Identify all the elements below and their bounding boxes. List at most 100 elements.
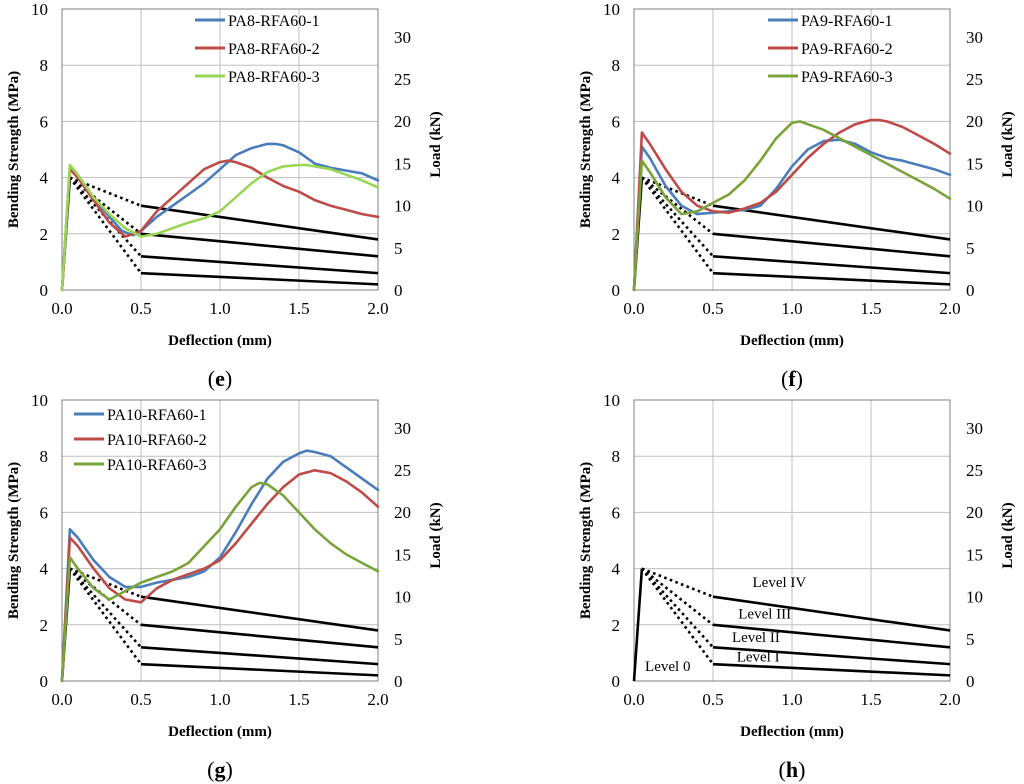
y2-tick-label: 15 bbox=[394, 154, 411, 173]
y-tick-label: 6 bbox=[40, 112, 49, 131]
y-tick-label: 2 bbox=[612, 225, 621, 244]
reference-level-line bbox=[712, 595, 951, 632]
y2-tick-label: 0 bbox=[394, 672, 403, 691]
reference-level-line bbox=[140, 271, 379, 286]
y-axis-label: Bending Strength (MPa) bbox=[578, 462, 594, 619]
y-tick-label: 2 bbox=[612, 616, 621, 635]
level-label: Level II bbox=[732, 630, 780, 646]
x-tick-label: 0.5 bbox=[702, 690, 723, 709]
series-line-PA10-RFA60-3 bbox=[60, 481, 380, 683]
y2-tick-label: 30 bbox=[394, 28, 411, 47]
reference-dotted-line bbox=[640, 567, 714, 649]
reference-dotted-line bbox=[68, 176, 143, 274]
y-axis-label: Bending Strength (MPa) bbox=[578, 71, 594, 228]
x-tick-label: 1.5 bbox=[860, 690, 881, 709]
y2-tick-label: 5 bbox=[394, 630, 403, 649]
x-tick-label: 2.0 bbox=[939, 690, 960, 709]
y-tick-label: 10 bbox=[31, 391, 48, 410]
y2-tick-label: 15 bbox=[966, 154, 983, 173]
y2-tick-label: 20 bbox=[966, 503, 983, 522]
y2-tick-label: 30 bbox=[394, 419, 411, 438]
legend-label: PA10-RFA60-1 bbox=[107, 407, 207, 424]
reference-level-line bbox=[140, 232, 379, 258]
series-line-PA8-RFA60-2 bbox=[60, 159, 380, 292]
reference-dotted-line bbox=[641, 176, 714, 207]
reference-level-line bbox=[140, 645, 379, 666]
y-axis-label: Bending Strength (MPa) bbox=[6, 462, 22, 619]
y-tick-label: 10 bbox=[603, 391, 620, 410]
reference-dotted-line bbox=[68, 567, 143, 665]
reference-level-line bbox=[140, 662, 379, 677]
panel-tag: (h) bbox=[779, 757, 806, 782]
reference-level-line bbox=[712, 204, 951, 241]
y2-tick-label: 10 bbox=[966, 197, 983, 216]
y-tick-label: 8 bbox=[612, 447, 621, 466]
x-tick-label: 1.5 bbox=[860, 299, 881, 318]
x-tick-label: 1.0 bbox=[209, 299, 230, 318]
y-axis-label: Bending Strength (MPa) bbox=[6, 71, 22, 228]
legend-label: PA9-RFA60-1 bbox=[801, 13, 893, 30]
y2-tick-label: 5 bbox=[966, 630, 975, 649]
y2-tick-label: 10 bbox=[394, 588, 411, 607]
legend-label: PA9-RFA60-2 bbox=[801, 41, 893, 58]
series-line-PA9-RFA60-1 bbox=[632, 138, 952, 292]
level-label: Level IV bbox=[753, 575, 807, 591]
y2-tick-label: 20 bbox=[966, 112, 983, 131]
legend-label: PA8-RFA60-3 bbox=[228, 69, 320, 86]
y-tick-label: 6 bbox=[40, 503, 49, 522]
level-label: Level 0 bbox=[645, 659, 690, 675]
x-tick-label: 1.5 bbox=[288, 299, 309, 318]
reference-level-line bbox=[712, 645, 951, 666]
y-tick-label: 4 bbox=[612, 169, 621, 188]
y2-tick-label: 20 bbox=[394, 112, 411, 131]
x-tick-label: 2.0 bbox=[939, 299, 960, 318]
x-tick-label: 1.0 bbox=[781, 299, 802, 318]
reference-level-line bbox=[140, 623, 379, 649]
legend-label: PA8-RFA60-2 bbox=[228, 41, 320, 58]
y2-axis-label: Load (kN) bbox=[428, 502, 444, 568]
x-tick-label: 2.0 bbox=[367, 690, 388, 709]
y2-tick-label: 15 bbox=[394, 545, 411, 564]
x-tick-label: 2.0 bbox=[367, 299, 388, 318]
reference-dotted-line bbox=[641, 567, 714, 626]
x-tick-label: 0.0 bbox=[51, 690, 72, 709]
y-tick-label: 2 bbox=[40, 616, 49, 635]
reference-level-line bbox=[712, 662, 951, 677]
panel-tag: (e) bbox=[208, 366, 232, 391]
series-line-PA10-RFA60-2 bbox=[60, 468, 380, 683]
y-tick-label: 10 bbox=[31, 0, 48, 19]
y2-tick-label: 10 bbox=[394, 197, 411, 216]
y-tick-label: 4 bbox=[40, 560, 49, 579]
y-tick-label: 8 bbox=[40, 56, 49, 75]
y2-axis-label: Load (kN) bbox=[1000, 502, 1016, 568]
y2-axis-label: Load (kN) bbox=[428, 111, 444, 177]
reference-level-line bbox=[712, 232, 951, 258]
series-line-PA10-RFA60-1 bbox=[60, 449, 380, 683]
x-tick-label: 0.5 bbox=[702, 299, 723, 318]
reference-dotted-line bbox=[68, 567, 142, 649]
level-label: Level I bbox=[737, 649, 780, 665]
y2-tick-label: 30 bbox=[966, 28, 983, 47]
y2-tick-label: 5 bbox=[966, 239, 975, 258]
x-axis-label: Deflection (mm) bbox=[168, 724, 272, 740]
x-tick-label: 1.0 bbox=[209, 690, 230, 709]
legend: PA8-RFA60-1 PA8-RFA60-2 PA8-RFA60-3 bbox=[195, 13, 320, 86]
y2-tick-label: 15 bbox=[966, 545, 983, 564]
y-tick-label: 0 bbox=[40, 672, 49, 691]
y2-tick-label: 0 bbox=[966, 672, 975, 691]
legend-label: PA10-RFA60-2 bbox=[107, 432, 207, 449]
y2-tick-label: 25 bbox=[394, 461, 411, 480]
y2-tick-label: 25 bbox=[966, 461, 983, 480]
reference-level-line bbox=[140, 254, 379, 275]
x-tick-label: 0.0 bbox=[623, 690, 644, 709]
plot-frame bbox=[61, 399, 379, 682]
x-tick-label: 0.0 bbox=[623, 299, 644, 318]
y2-tick-label: 0 bbox=[394, 281, 403, 300]
series-line-PA9-RFA60-2 bbox=[632, 118, 952, 292]
x-tick-label: 0.5 bbox=[130, 299, 151, 318]
y-tick-label: 8 bbox=[612, 56, 621, 75]
y-tick-label: 10 bbox=[603, 0, 620, 19]
y-tick-label: 6 bbox=[612, 503, 621, 522]
legend: PA10-RFA60-1 PA10-RFA60-2 PA10-RFA60-3 bbox=[74, 407, 207, 474]
level-label: Level III bbox=[738, 607, 791, 623]
